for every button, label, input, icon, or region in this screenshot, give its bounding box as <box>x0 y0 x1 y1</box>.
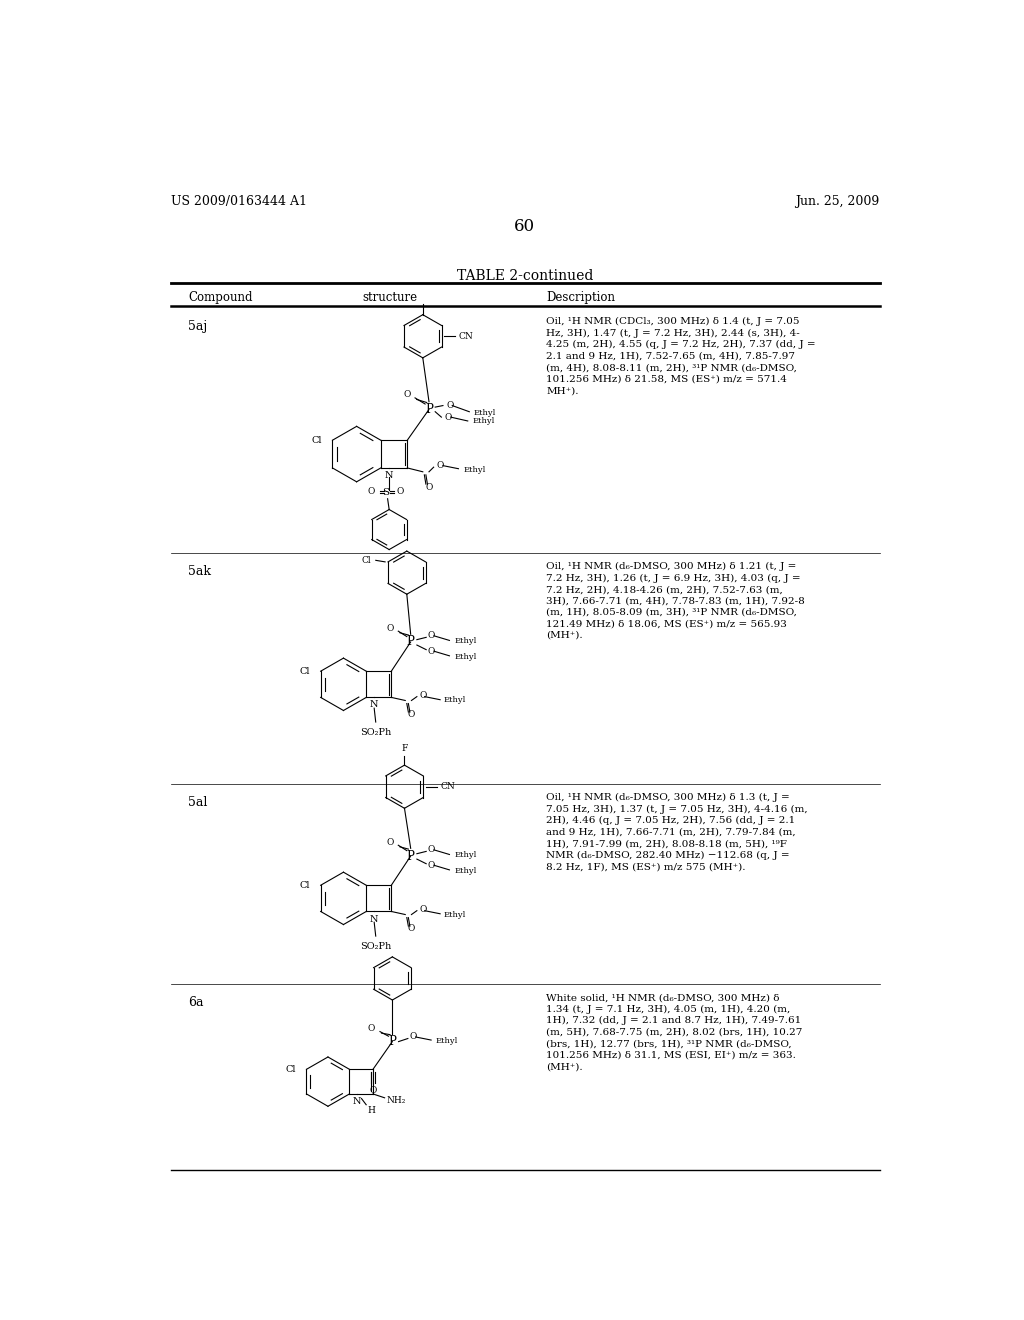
Text: S: S <box>383 488 389 498</box>
Text: SO₂Ph: SO₂Ph <box>360 942 391 952</box>
Text: P: P <box>425 403 433 416</box>
Text: Jun. 25, 2009: Jun. 25, 2009 <box>796 195 880 209</box>
Text: Ethyl: Ethyl <box>474 409 497 417</box>
Text: O: O <box>408 710 415 719</box>
Text: 5ak: 5ak <box>188 565 211 578</box>
Text: Cl: Cl <box>299 667 310 676</box>
Text: Ethyl: Ethyl <box>454 653 476 661</box>
Text: CN: CN <box>440 783 455 791</box>
Text: Ethyl: Ethyl <box>454 867 476 875</box>
Text: NH₂: NH₂ <box>387 1096 407 1105</box>
Text: Ethyl: Ethyl <box>444 697 466 705</box>
Text: O: O <box>428 631 435 640</box>
Text: Ethyl: Ethyl <box>463 466 485 474</box>
Text: O: O <box>425 483 433 491</box>
Text: P: P <box>407 850 415 862</box>
Text: O: O <box>368 487 375 496</box>
Text: F: F <box>401 744 408 752</box>
Text: O: O <box>444 413 452 421</box>
Text: O: O <box>419 904 427 913</box>
Text: O: O <box>370 1086 377 1096</box>
Text: N: N <box>385 471 393 480</box>
Text: US 2009/0163444 A1: US 2009/0163444 A1 <box>171 195 306 209</box>
Text: O: O <box>410 1032 417 1041</box>
Text: CN: CN <box>459 331 473 341</box>
Text: Ethyl: Ethyl <box>472 417 495 425</box>
Text: TABLE 2-continued: TABLE 2-continued <box>457 268 593 282</box>
Text: P: P <box>407 635 415 648</box>
Text: 5al: 5al <box>188 796 208 809</box>
Text: N: N <box>352 1097 361 1106</box>
Text: O: O <box>437 461 444 470</box>
Text: 60: 60 <box>514 218 536 235</box>
Text: SO₂Ph: SO₂Ph <box>360 729 391 737</box>
Text: Compound: Compound <box>188 290 253 304</box>
Text: O: O <box>428 861 435 870</box>
Text: N: N <box>370 701 379 709</box>
Text: Oil, ¹H NMR (CDCl₃, 300 MHz) δ 1.4 (t, J = 7.05
Hz, 3H), 1.47 (t, J = 7.2 Hz, 3H: Oil, ¹H NMR (CDCl₃, 300 MHz) δ 1.4 (t, J… <box>547 317 816 395</box>
Text: Oil, ¹H NMR (d₆-DMSO, 300 MHz) δ 1.21 (t, J =
7.2 Hz, 3H), 1.26 (t, J = 6.9 Hz, : Oil, ¹H NMR (d₆-DMSO, 300 MHz) δ 1.21 (t… <box>547 562 805 640</box>
Text: Oil, ¹H NMR (d₆-DMSO, 300 MHz) δ 1.3 (t, J =
7.05 Hz, 3H), 1.37 (t, J = 7.05 Hz,: Oil, ¹H NMR (d₆-DMSO, 300 MHz) δ 1.3 (t,… <box>547 793 808 871</box>
Text: N: N <box>370 915 379 924</box>
Text: Ethyl: Ethyl <box>436 1036 458 1045</box>
Text: Cl: Cl <box>361 556 371 565</box>
Text: structure: structure <box>362 290 418 304</box>
Text: O: O <box>368 1024 376 1034</box>
Text: Cl: Cl <box>285 1065 296 1073</box>
Text: O: O <box>386 838 393 846</box>
Text: Ethyl: Ethyl <box>454 851 476 859</box>
Text: Ethyl: Ethyl <box>444 911 466 919</box>
Text: Cl: Cl <box>299 880 310 890</box>
Text: O: O <box>408 924 415 933</box>
Text: 5aj: 5aj <box>188 321 208 333</box>
Text: P: P <box>388 1035 396 1048</box>
Text: Cl: Cl <box>311 436 322 445</box>
Text: O: O <box>403 391 411 399</box>
Text: O: O <box>397 487 404 496</box>
Text: Description: Description <box>547 290 615 304</box>
Text: White solid, ¹H NMR (d₆-DMSO, 300 MHz) δ
1.34 (t, J = 7.1 Hz, 3H), 4.05 (m, 1H),: White solid, ¹H NMR (d₆-DMSO, 300 MHz) δ… <box>547 993 803 1071</box>
Text: Ethyl: Ethyl <box>454 638 476 645</box>
Text: O: O <box>428 647 435 656</box>
Text: O: O <box>419 690 427 700</box>
Text: H: H <box>368 1106 376 1115</box>
Text: O: O <box>386 623 393 632</box>
Text: 6a: 6a <box>188 997 204 1010</box>
Text: O: O <box>428 845 435 854</box>
Text: O: O <box>446 401 454 411</box>
